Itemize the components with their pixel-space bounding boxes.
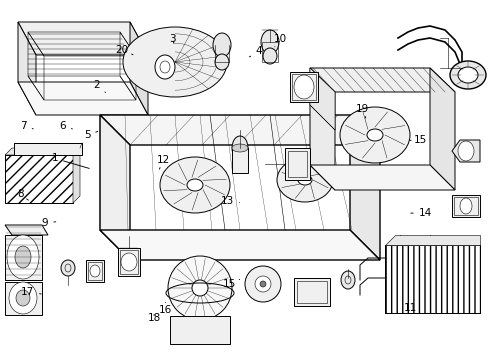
Ellipse shape bbox=[121, 253, 137, 271]
Ellipse shape bbox=[339, 107, 409, 163]
Ellipse shape bbox=[215, 54, 228, 70]
Ellipse shape bbox=[213, 33, 230, 57]
Text: 4: 4 bbox=[249, 46, 262, 57]
Ellipse shape bbox=[16, 290, 30, 306]
Text: 14: 14 bbox=[410, 208, 431, 218]
Bar bbox=[88, 262, 102, 280]
Text: 18: 18 bbox=[147, 313, 161, 323]
Ellipse shape bbox=[449, 61, 485, 89]
Ellipse shape bbox=[340, 271, 354, 289]
Bar bbox=[296, 281, 326, 303]
Polygon shape bbox=[100, 230, 379, 260]
Ellipse shape bbox=[186, 179, 203, 191]
Ellipse shape bbox=[160, 157, 229, 213]
Bar bbox=[453, 197, 477, 215]
Bar bbox=[170, 316, 229, 344]
Text: 20: 20 bbox=[116, 45, 133, 55]
Text: 17: 17 bbox=[20, 287, 41, 297]
Bar bbox=[293, 278, 329, 306]
Bar bbox=[262, 42, 278, 62]
Bar bbox=[285, 148, 309, 180]
Polygon shape bbox=[309, 68, 334, 130]
Ellipse shape bbox=[263, 48, 276, 64]
Text: 6: 6 bbox=[59, 121, 72, 131]
Ellipse shape bbox=[254, 276, 270, 292]
Polygon shape bbox=[100, 115, 130, 260]
Bar bbox=[5, 155, 73, 203]
Polygon shape bbox=[5, 225, 48, 235]
Bar bbox=[14, 143, 82, 155]
Text: 10: 10 bbox=[273, 34, 286, 47]
Ellipse shape bbox=[244, 266, 281, 302]
Ellipse shape bbox=[192, 280, 207, 296]
Polygon shape bbox=[18, 22, 36, 115]
Ellipse shape bbox=[231, 144, 247, 152]
Text: 9: 9 bbox=[41, 218, 56, 228]
Text: 13: 13 bbox=[220, 196, 239, 206]
Bar bbox=[120, 250, 138, 274]
Bar bbox=[289, 72, 317, 102]
Bar bbox=[291, 74, 315, 100]
Ellipse shape bbox=[123, 27, 226, 97]
Text: 8: 8 bbox=[17, 189, 28, 200]
Polygon shape bbox=[309, 165, 454, 190]
Polygon shape bbox=[100, 115, 379, 145]
Bar bbox=[451, 195, 479, 217]
Ellipse shape bbox=[231, 136, 247, 160]
Ellipse shape bbox=[366, 129, 382, 141]
Ellipse shape bbox=[261, 30, 279, 54]
Ellipse shape bbox=[297, 175, 311, 185]
Ellipse shape bbox=[168, 256, 231, 320]
Polygon shape bbox=[384, 235, 479, 245]
Ellipse shape bbox=[9, 282, 37, 314]
Text: 19: 19 bbox=[355, 104, 369, 118]
Text: 7: 7 bbox=[20, 121, 33, 131]
Bar bbox=[384, 245, 479, 313]
Polygon shape bbox=[429, 68, 454, 190]
Polygon shape bbox=[309, 68, 334, 190]
Bar bbox=[86, 260, 104, 282]
Text: 12: 12 bbox=[156, 155, 170, 169]
Ellipse shape bbox=[406, 250, 422, 260]
Polygon shape bbox=[5, 282, 42, 315]
Polygon shape bbox=[309, 68, 454, 92]
Ellipse shape bbox=[90, 265, 100, 277]
Bar bbox=[5, 155, 73, 203]
Polygon shape bbox=[349, 115, 379, 260]
Bar bbox=[287, 151, 306, 177]
Ellipse shape bbox=[293, 75, 313, 99]
Text: 15: 15 bbox=[409, 135, 427, 145]
Bar bbox=[384, 245, 479, 313]
Text: 5: 5 bbox=[83, 130, 98, 140]
Ellipse shape bbox=[459, 198, 471, 214]
Ellipse shape bbox=[155, 55, 175, 79]
Bar bbox=[231, 148, 247, 173]
Text: 15: 15 bbox=[223, 279, 239, 289]
Text: 16: 16 bbox=[158, 302, 172, 315]
Polygon shape bbox=[73, 148, 80, 203]
Ellipse shape bbox=[457, 141, 473, 161]
Polygon shape bbox=[5, 148, 80, 155]
Ellipse shape bbox=[61, 260, 75, 276]
Text: 11: 11 bbox=[403, 298, 419, 313]
Polygon shape bbox=[18, 82, 148, 115]
Ellipse shape bbox=[457, 67, 477, 83]
Polygon shape bbox=[130, 22, 148, 115]
Text: 2: 2 bbox=[93, 80, 105, 93]
Text: 3: 3 bbox=[168, 33, 175, 44]
Ellipse shape bbox=[260, 281, 265, 287]
Text: 1: 1 bbox=[51, 153, 89, 168]
Polygon shape bbox=[18, 22, 148, 55]
Ellipse shape bbox=[276, 158, 332, 202]
Polygon shape bbox=[5, 235, 42, 280]
Ellipse shape bbox=[7, 235, 39, 279]
Ellipse shape bbox=[15, 246, 31, 268]
Polygon shape bbox=[451, 140, 479, 162]
Bar bbox=[118, 248, 140, 276]
